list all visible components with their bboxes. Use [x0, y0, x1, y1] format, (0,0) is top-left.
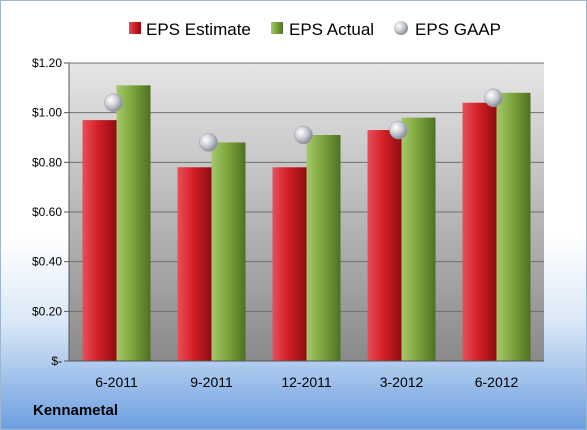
y-tick-label: $0.40: [32, 255, 62, 269]
bar-estimate: [82, 120, 117, 361]
x-tick-label: 9-2011: [190, 374, 233, 390]
marker-gaap: [199, 133, 218, 152]
bar-estimate: [177, 167, 212, 361]
gaap-markers: [104, 88, 503, 152]
y-axis: $- $0.20 $0.40 $0.60 $0.80 $1.00 $1.20: [32, 56, 70, 368]
marker-gaap: [294, 125, 313, 145]
y-tick-label: $1.20: [32, 56, 62, 70]
legend-swatch-estimate: [129, 22, 141, 34]
legend-item-actual: EPS Actual: [271, 20, 374, 39]
legend-label-gaap: EPS GAAP: [415, 20, 501, 39]
bar-estimate: [272, 167, 307, 361]
bar-actual: [211, 142, 246, 361]
x-tick-label: 12-2011: [281, 374, 332, 390]
legend-swatch-actual: [271, 22, 283, 34]
x-tick-label: 6-2012: [475, 374, 519, 390]
bar-actual: [401, 117, 436, 361]
company-name: Kennametal: [33, 402, 119, 419]
bar-estimate: [367, 130, 402, 361]
y-tick-label: $0.60: [32, 205, 62, 219]
x-axis: 6-2011 9-2011 12-2011 3-2012 6-2012: [69, 360, 544, 390]
legend-label-actual: EPS Actual: [289, 20, 374, 39]
y-tick-label: $0.80: [32, 155, 62, 169]
bar-actual: [496, 92, 531, 362]
y-tick-label: $-: [51, 354, 62, 368]
bars: [82, 85, 531, 362]
legend-item-gaap: EPS GAAP: [394, 20, 501, 39]
marker-gaap: [389, 120, 408, 140]
bar-estimate: [462, 102, 497, 361]
legend-item-estimate: EPS Estimate: [129, 20, 251, 39]
legend-label-estimate: EPS Estimate: [146, 20, 251, 39]
legend-marker-gaap: [394, 21, 408, 35]
x-tick-label: 3-2012: [380, 374, 424, 390]
bar-actual: [116, 85, 151, 361]
y-tick-label: $1.00: [32, 106, 62, 120]
bar-actual: [306, 135, 341, 361]
marker-gaap: [104, 93, 123, 112]
marker-gaap: [484, 88, 503, 108]
y-tick-label: $0.20: [32, 304, 62, 318]
x-tick-label: 6-2011: [95, 374, 138, 390]
legend: EPS Estimate EPS Actual EPS GAAP: [129, 20, 501, 39]
